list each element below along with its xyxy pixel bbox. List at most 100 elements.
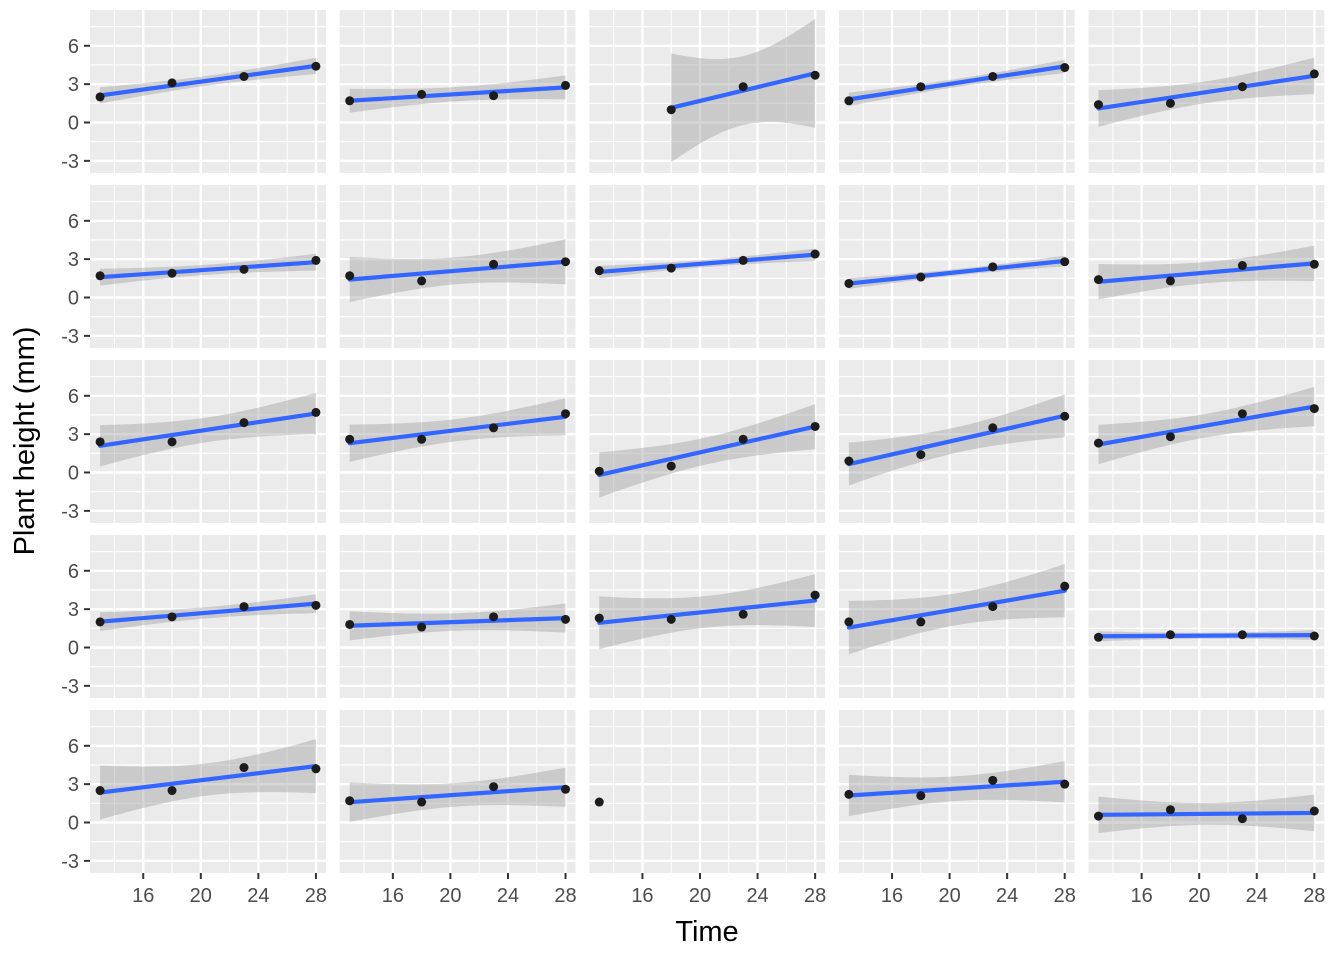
x-tick-label: 28 — [305, 885, 327, 907]
data-point — [345, 96, 355, 106]
y-tick-label: -3 — [61, 501, 79, 523]
facet-panel — [90, 535, 326, 698]
data-point — [1093, 438, 1103, 448]
data-point — [988, 423, 998, 433]
data-point — [417, 622, 427, 632]
regression-line — [597, 252, 818, 275]
x-tick-label: 28 — [1054, 885, 1076, 907]
data-point — [239, 71, 249, 81]
regression-line — [97, 411, 319, 448]
facet-panel — [339, 185, 576, 348]
x-tick-label: 20 — [938, 885, 960, 907]
data-point — [594, 797, 604, 807]
data-point — [666, 461, 676, 471]
data-point — [666, 105, 676, 115]
data-point — [311, 764, 321, 774]
data-point — [1165, 432, 1175, 442]
x-tick-label: 16 — [881, 885, 903, 907]
panel-background — [1088, 710, 1325, 873]
data-point — [417, 276, 427, 286]
facet-panel — [838, 710, 1075, 873]
x-tick-label: 20 — [689, 885, 711, 907]
y-tick-label: 0 — [68, 463, 79, 485]
data-point — [417, 797, 427, 807]
y-tick-label: 0 — [68, 288, 79, 310]
data-point — [1237, 409, 1247, 419]
y-tick-label: -3 — [61, 676, 79, 698]
facet-panel — [90, 10, 326, 173]
data-point — [95, 271, 105, 281]
x-tick-label: 20 — [439, 885, 461, 907]
data-point — [345, 271, 355, 281]
data-point — [1165, 630, 1175, 640]
facet-panel — [1088, 185, 1325, 348]
data-point — [417, 434, 427, 444]
facet-panel — [589, 185, 826, 348]
facet-panel — [838, 360, 1075, 523]
data-point — [239, 763, 249, 773]
y-tick-label: 6 — [68, 386, 79, 408]
data-point — [916, 82, 926, 92]
data-point — [594, 466, 604, 476]
regression-line — [347, 259, 568, 282]
data-point — [738, 434, 748, 444]
data-point — [345, 796, 355, 806]
y-tick-label: -3 — [61, 851, 79, 873]
regression-line — [97, 601, 319, 624]
y-tick-label: 3 — [68, 599, 79, 621]
panel-background — [589, 710, 826, 873]
data-point — [1237, 630, 1247, 640]
data-point — [95, 437, 105, 447]
facet-panel — [339, 535, 576, 698]
regression-line — [347, 785, 568, 805]
x-tick-label: 24 — [746, 885, 768, 907]
x-tick-label: 16 — [132, 885, 154, 907]
x-tick-label: 24 — [497, 885, 519, 907]
data-point — [167, 268, 177, 278]
data-point — [1237, 261, 1247, 271]
data-point — [1165, 276, 1175, 286]
x-tick-label: 20 — [1188, 885, 1210, 907]
facet-panel — [339, 10, 576, 173]
data-point — [844, 456, 854, 466]
data-point — [1060, 779, 1070, 789]
data-point — [489, 423, 499, 433]
y-tick-label: 0 — [68, 813, 79, 835]
data-point — [844, 617, 854, 627]
data-point — [916, 450, 926, 460]
x-tick-label: 24 — [247, 885, 269, 907]
facet-panel — [838, 185, 1075, 348]
facet-panel — [1088, 535, 1325, 698]
data-point — [311, 600, 321, 610]
panel-background — [1088, 535, 1325, 698]
data-point — [345, 619, 355, 629]
regression-line — [846, 779, 1067, 798]
facet-panel — [339, 710, 576, 873]
facet-panel — [1088, 360, 1325, 523]
data-point — [738, 255, 748, 265]
x-tick-label: 28 — [554, 885, 576, 907]
x-tick-label: 20 — [190, 885, 212, 907]
data-point — [1060, 257, 1070, 267]
facet-panel — [838, 535, 1075, 698]
x-tick-label: 16 — [382, 885, 404, 907]
regression-line — [846, 258, 1067, 286]
facet-panel — [90, 360, 326, 523]
data-point — [1309, 259, 1319, 269]
facet-panel — [589, 360, 826, 523]
data-point — [1309, 69, 1319, 79]
y-tick-label: 3 — [68, 74, 79, 96]
facet-panel — [90, 710, 326, 873]
x-tick-label: 16 — [631, 885, 653, 907]
data-point — [489, 91, 499, 101]
data-point — [1060, 411, 1070, 421]
regression-line — [1096, 261, 1317, 284]
data-point — [561, 614, 571, 624]
data-point — [95, 617, 105, 627]
regression-line — [846, 413, 1067, 467]
y-tick-label: 6 — [68, 736, 79, 758]
y-tick-label: 6 — [68, 36, 79, 58]
data-point — [738, 82, 748, 92]
data-point — [95, 786, 105, 796]
